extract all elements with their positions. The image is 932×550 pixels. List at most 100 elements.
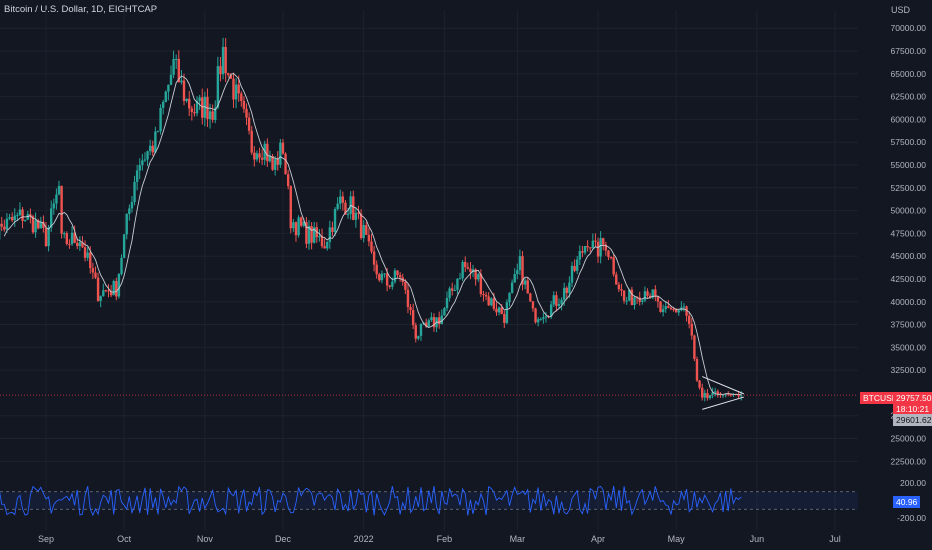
candle-body — [63, 233, 66, 235]
candle-body — [70, 232, 74, 245]
candle-body — [258, 153, 261, 158]
price-tick-label: 50000.00 — [891, 206, 927, 216]
candle-body — [677, 310, 680, 313]
candle-body — [247, 117, 251, 131]
candle-body — [148, 145, 152, 152]
candle-body — [714, 391, 717, 393]
candle-body — [492, 298, 496, 309]
chart-title: Bitcoin / U.S. Dollar, 1D, EIGHTCAP — [4, 4, 158, 15]
time-axis-label: 2022 — [354, 534, 374, 544]
candle-body — [21, 209, 24, 221]
candle-body — [164, 91, 167, 102]
time-axis-label: Feb — [437, 534, 453, 544]
candle-body — [232, 78, 235, 100]
candle-body — [555, 295, 558, 306]
candle-body — [104, 290, 108, 292]
candle-body — [451, 288, 454, 291]
candle-body — [687, 315, 691, 324]
candle-body — [26, 214, 29, 220]
candle-body — [391, 281, 394, 287]
candle-body — [169, 74, 173, 85]
candle-body — [534, 308, 537, 323]
candle-body — [638, 297, 641, 302]
candle-body — [448, 288, 451, 298]
candle-body — [3, 226, 6, 230]
candle-body — [96, 277, 100, 301]
price-tick-label: 32500.00 — [891, 365, 927, 375]
candle-body — [94, 272, 97, 278]
price-tick-label: 57500.00 — [891, 137, 927, 147]
candle-body — [604, 244, 608, 251]
candle-body — [724, 393, 727, 395]
triangle-upper-line — [702, 376, 745, 395]
candle-body — [536, 319, 540, 323]
candle-body — [583, 245, 587, 253]
candle-body — [503, 314, 506, 323]
symbol-badge: BTCUSD — [860, 392, 901, 404]
candle-body — [456, 278, 459, 291]
candle-body — [378, 274, 381, 281]
candle-body — [484, 294, 488, 297]
candle-body — [458, 278, 462, 280]
candle-body — [107, 290, 110, 292]
candle-body — [242, 100, 246, 109]
candle-body — [518, 256, 522, 271]
candle-body — [339, 196, 342, 204]
oscillator-tick-label: 200.00 — [900, 478, 926, 488]
candle-body — [50, 208, 53, 228]
candle-body — [466, 267, 470, 269]
candle-body — [190, 108, 194, 112]
candle-body — [174, 58, 178, 60]
candle-body — [120, 257, 123, 275]
candle-body — [539, 318, 542, 320]
candle-body — [133, 181, 136, 203]
candle-body — [474, 269, 477, 280]
candle-body — [115, 281, 118, 297]
candle-body — [151, 145, 154, 153]
candle-body — [633, 297, 636, 306]
candle-body — [505, 302, 509, 323]
candle-body — [461, 262, 464, 279]
candle-body — [602, 238, 605, 245]
candle-body — [229, 75, 233, 79]
countdown-badge: 18:10:21 — [893, 403, 932, 415]
candle-body — [10, 217, 14, 221]
candle-body — [117, 274, 121, 297]
candle-body — [411, 309, 415, 326]
candle-body — [68, 243, 71, 245]
candle-body — [326, 241, 329, 249]
candle-body — [464, 262, 467, 268]
time-axis-label: Nov — [197, 534, 214, 544]
candle-body — [711, 392, 714, 395]
candle-body — [544, 316, 548, 318]
candle-body — [16, 215, 19, 217]
current-price-badge: 29757.50 — [893, 392, 932, 404]
candle-body — [599, 238, 602, 257]
candle-body — [479, 274, 483, 295]
candle-body — [44, 227, 48, 247]
candle-body — [341, 196, 345, 203]
candle-body — [596, 241, 600, 257]
candle-body — [453, 290, 457, 292]
candle-body — [161, 101, 165, 108]
candle-body — [13, 215, 16, 221]
candle-body — [648, 295, 652, 298]
price-tick-label: 67500.00 — [891, 46, 927, 56]
candle-body — [562, 287, 566, 300]
candle-body — [674, 309, 678, 313]
candle-body — [370, 241, 373, 252]
candle-body — [299, 217, 303, 226]
candle-body — [385, 273, 389, 286]
candle-body — [182, 80, 186, 102]
candle-body — [529, 293, 532, 302]
candle-body — [359, 213, 363, 239]
candle-body — [237, 84, 240, 94]
candle-body — [271, 155, 274, 170]
candle-body — [380, 273, 384, 281]
candle-body — [500, 307, 503, 315]
oscillator-value-badge: 40.96 — [893, 496, 921, 508]
candle-body — [667, 306, 670, 308]
candle-body — [203, 96, 207, 118]
candle-body — [576, 259, 579, 271]
